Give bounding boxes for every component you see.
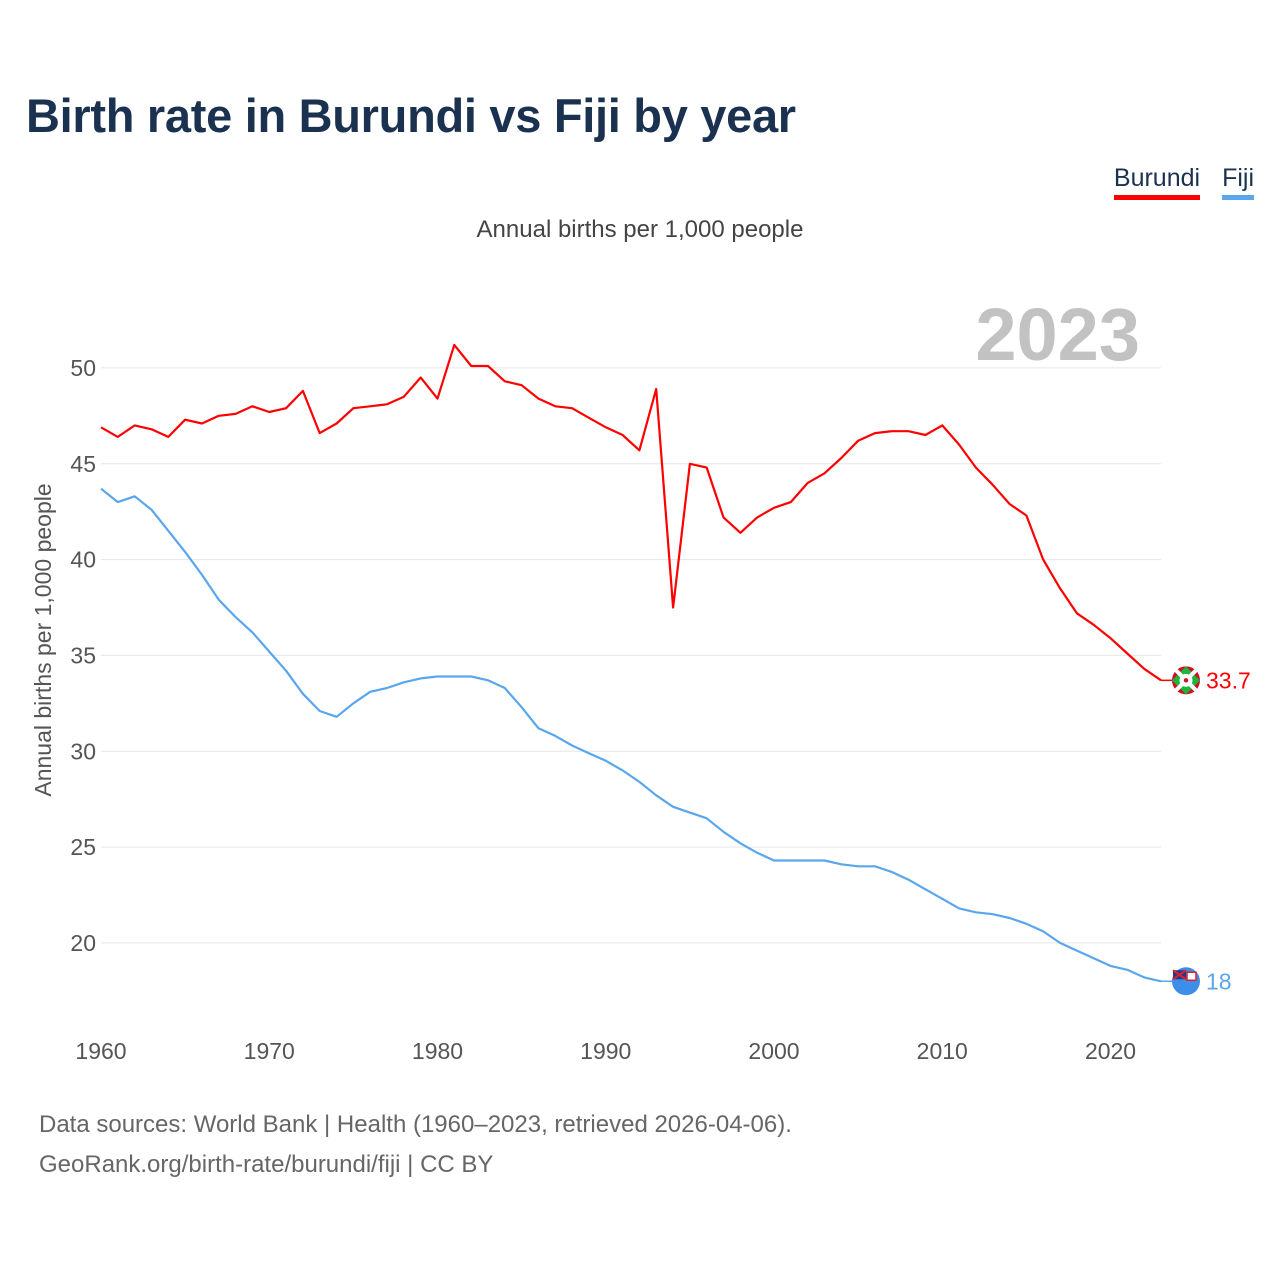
source-line-1: Data sources: World Bank | Health (1960–… bbox=[39, 1111, 792, 1138]
series-line-fiji bbox=[100, 487, 1162, 983]
end-value-label-burundi: 33.7 bbox=[1206, 667, 1251, 693]
x-tick-label: 2010 bbox=[917, 1038, 968, 1064]
x-tick-label: 1960 bbox=[75, 1038, 126, 1064]
x-tick-label: 1980 bbox=[412, 1038, 463, 1064]
y-tick-label: 50 bbox=[70, 355, 96, 381]
line-chart: 20 25 30 35 40 45 50 1960 1970 1980 1990 2000 2010 20… bbox=[30, 293, 1251, 1064]
chart-subtitle: Annual births per 1,000 people bbox=[476, 216, 804, 243]
source-line-2[interactable]: GeoRank.org/birth-rate/burundi/fiji | CC… bbox=[39, 1151, 494, 1178]
y-tick-label: 25 bbox=[70, 834, 96, 860]
y-axis-label: Annual births per 1,000 people bbox=[30, 483, 56, 796]
x-tick-label: 1990 bbox=[580, 1038, 631, 1064]
x-tick-label: 2020 bbox=[1085, 1038, 1136, 1064]
flag-icon-fiji bbox=[1172, 967, 1200, 996]
flag-icon-burundi bbox=[1172, 666, 1200, 695]
y-tick-label: 35 bbox=[70, 642, 96, 668]
end-value-label-fiji: 18 bbox=[1206, 968, 1232, 994]
flag-stars bbox=[1183, 678, 1189, 683]
series-line-burundi bbox=[100, 343, 1162, 682]
chart-title: Birth rate in Burundi vs Fiji by year bbox=[26, 89, 796, 142]
x-tick-label: 2000 bbox=[748, 1038, 799, 1064]
y-tick-label: 30 bbox=[70, 738, 96, 764]
x-tick-label: 1970 bbox=[244, 1038, 295, 1064]
y-tick-label: 20 bbox=[70, 930, 96, 956]
source-note: Data sources: World Bank | Health (1960–… bbox=[39, 1105, 792, 1185]
legend-item-fiji[interactable]: Fiji bbox=[1222, 164, 1254, 200]
y-tick-label: 45 bbox=[70, 451, 96, 477]
flag-union-jack bbox=[1172, 969, 1187, 981]
legend: Burundi Fiji bbox=[1113, 164, 1254, 200]
y-tick-label: 40 bbox=[70, 547, 96, 573]
year-label: 2023 bbox=[975, 293, 1140, 376]
legend-item-burundi[interactable]: Burundi bbox=[1113, 164, 1201, 200]
flag-shield bbox=[1186, 971, 1197, 981]
